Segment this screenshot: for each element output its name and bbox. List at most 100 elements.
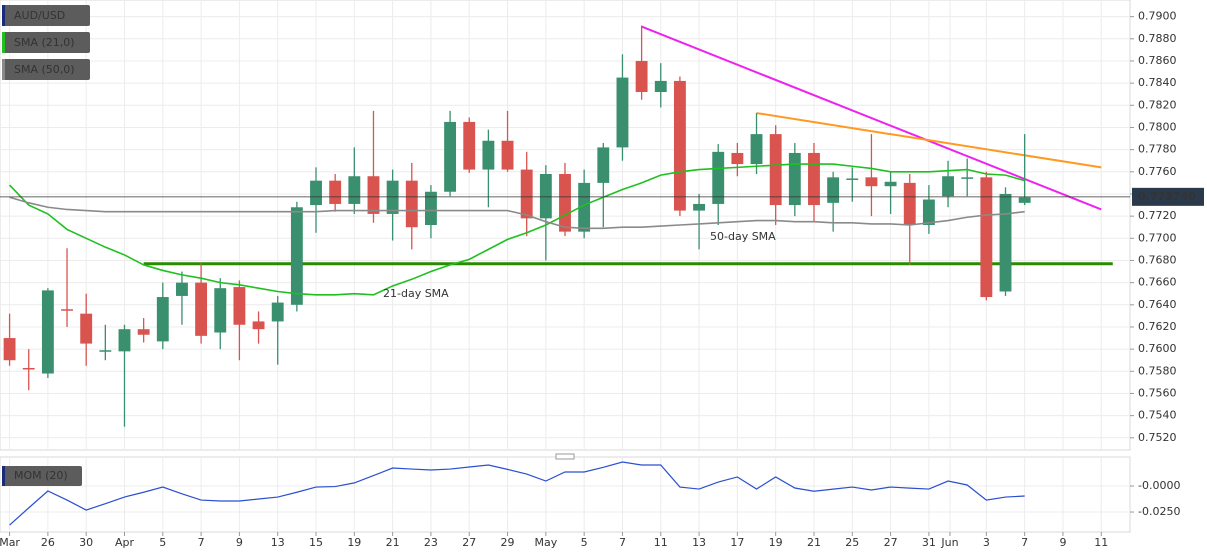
y-tick-label: 0.7540: [1138, 409, 1177, 422]
candle-body: [520, 169, 533, 219]
y-tick-label: 0.7720: [1138, 209, 1177, 222]
candle-body: [329, 180, 342, 204]
annotation: 50-day SMA: [710, 230, 776, 243]
candle-body: [654, 80, 667, 92]
candle-body: [348, 176, 361, 204]
last-price-label: 0.773740: [1138, 190, 1196, 203]
candle-body: [559, 174, 571, 232]
x-tick-label: Mar: [0, 536, 20, 549]
y-tick-label: 0.7860: [1138, 54, 1177, 67]
x-tick-label: May: [534, 536, 557, 549]
candle-body: [1018, 197, 1031, 203]
y-tick-label: 0.7900: [1138, 10, 1177, 23]
x-tick-label: 21: [807, 536, 821, 549]
x-tick-label: 11: [1094, 536, 1108, 549]
candle-body: [271, 302, 284, 322]
candle-body: [290, 207, 303, 305]
x-tick-label: Jun: [940, 536, 958, 549]
legend-box: [2, 466, 82, 486]
x-tick-label: Apr: [115, 536, 135, 549]
candle-body: [405, 180, 418, 228]
candle-body: [80, 313, 93, 344]
candle-body: [999, 193, 1012, 292]
candle-body: [444, 121, 457, 192]
candle-body: [61, 309, 73, 311]
candle-body: [214, 288, 227, 333]
legend-swatch: [2, 5, 5, 26]
legend-label: SMA (21,0): [14, 36, 75, 49]
y-tick-label: 0.7640: [1138, 298, 1177, 311]
x-tick-label: 7: [1021, 536, 1028, 549]
x-tick-label: 5: [159, 536, 166, 549]
x-tick-label: 26: [41, 536, 55, 549]
candle-body: [367, 176, 380, 214]
momentum-panel: [0, 456, 1131, 533]
candle-body: [884, 181, 897, 187]
x-tick-label: 17: [730, 536, 744, 549]
x-tick-label: 29: [501, 536, 515, 549]
candle-body: [788, 152, 801, 206]
x-tick-label: 11: [654, 536, 668, 549]
momentum-line: [9, 461, 1025, 526]
y-tick-label: 0.7700: [1138, 231, 1177, 244]
candle-body: [252, 321, 265, 330]
x-tick-label: 9: [1059, 536, 1066, 549]
last-price-box: [1132, 187, 1204, 206]
y-tick-label: -0.0250: [1138, 505, 1180, 518]
y-tick-label: 0.7800: [1138, 120, 1177, 133]
y-tick-label: 0.7840: [1138, 76, 1177, 89]
x-tick-label: 7: [198, 536, 205, 549]
x-tick-label: 15: [309, 536, 323, 549]
legend-box: [2, 59, 90, 80]
candle-body: [673, 80, 686, 211]
x-tick-label: 30: [79, 536, 93, 549]
candle-body: [827, 177, 840, 203]
x-tick-label: 23: [424, 536, 438, 549]
panel-handle[interactable]: [555, 453, 575, 460]
candle-body: [961, 177, 974, 179]
y-tick-label: -0.0000: [1138, 479, 1180, 492]
candle-body: [922, 199, 935, 225]
candle-body: [731, 152, 744, 165]
candle-body: [137, 329, 150, 335]
x-tick-label: 27: [884, 536, 898, 549]
candle-body: [712, 151, 725, 204]
y-tick-label: 0.7560: [1138, 386, 1177, 399]
legend-swatch: [2, 32, 5, 53]
candle-body: [750, 134, 763, 165]
x-tick-label: 21: [386, 536, 400, 549]
candle-body: [463, 121, 476, 170]
candle-body: [539, 174, 552, 219]
trend-line: [756, 112, 1102, 169]
y-tick-label: 0.7680: [1138, 253, 1177, 266]
x-tick-label: 13: [271, 536, 285, 549]
candle-body: [99, 350, 112, 352]
candle-body: [3, 338, 16, 361]
candle-body: [942, 176, 954, 197]
candle-body: [41, 290, 54, 374]
legend-label: AUD/USD: [14, 9, 65, 22]
candle-body: [482, 140, 495, 170]
y-tick-label: 0.7600: [1138, 342, 1177, 355]
x-tick-label: 19: [769, 536, 783, 549]
y-tick-label: 0.7760: [1138, 165, 1177, 178]
legend-swatch: [2, 59, 5, 80]
candle-body: [386, 180, 399, 214]
sma-line: [8, 163, 1025, 296]
candle-body: [769, 134, 782, 206]
candle-body: [176, 282, 188, 296]
candle-body: [501, 140, 514, 170]
x-tick-label: 31: [922, 536, 936, 549]
candle-body: [233, 287, 246, 325]
legend-box: [2, 32, 90, 53]
candle-body: [597, 147, 610, 183]
candle-body: [903, 182, 916, 225]
candle-body: [156, 297, 169, 342]
sma-line: [9, 196, 1025, 230]
x-tick-label: 7: [619, 536, 626, 549]
y-tick-label: 0.7780: [1138, 143, 1177, 156]
y-tick-label: 0.7620: [1138, 320, 1177, 333]
x-tick-label: 5: [581, 536, 588, 549]
candle-body: [865, 177, 878, 187]
